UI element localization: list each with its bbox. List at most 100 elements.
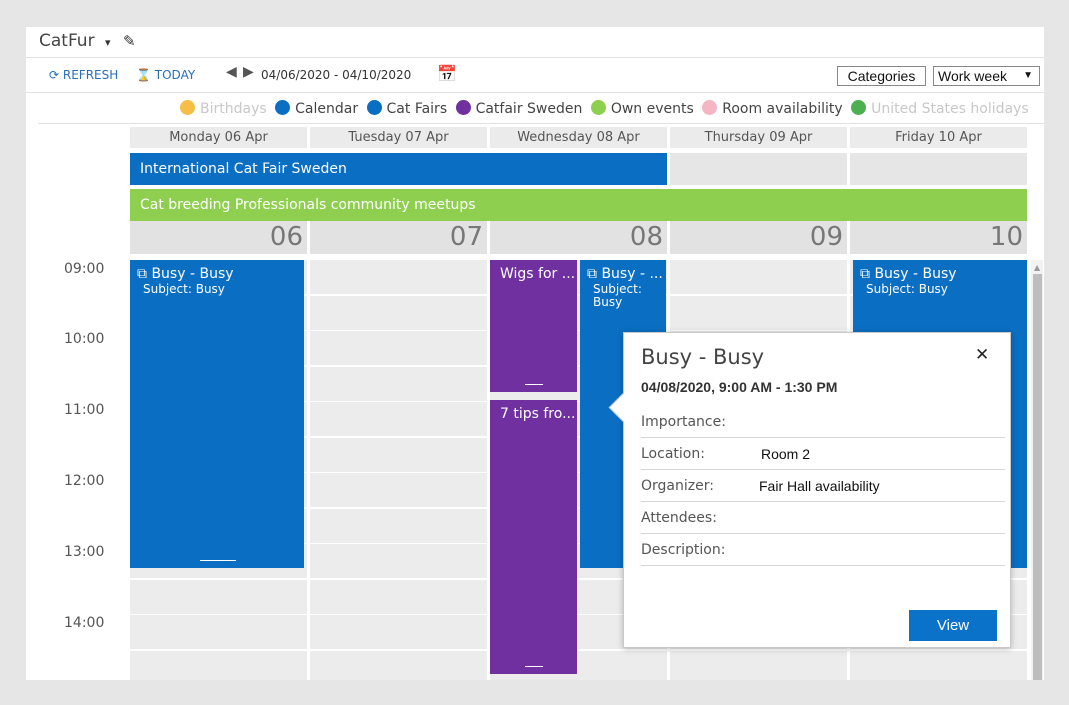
event-busy-monday[interactable]: ⧉ Busy - Busy Subject: Busy bbox=[130, 260, 304, 568]
day-header-tuesday[interactable]: Tuesday 07 Apr bbox=[310, 127, 487, 148]
importance-label: Importance: bbox=[641, 414, 726, 430]
time-slot-cell[interactable] bbox=[130, 615, 307, 649]
time-slot-cell[interactable] bbox=[310, 437, 487, 472]
event-wigs-wednesday[interactable]: Wigs for ... bbox=[490, 260, 577, 392]
refresh-label: REFRESH bbox=[62, 68, 119, 82]
time-slot-cell[interactable] bbox=[670, 295, 847, 330]
calendar-icon[interactable]: 📅 bbox=[437, 64, 457, 83]
day-header-friday[interactable]: Friday 10 Apr bbox=[850, 127, 1027, 148]
event-subject: Subject: Busy bbox=[866, 282, 948, 296]
event-tips-wednesday[interactable]: 7 tips fro... bbox=[490, 400, 577, 674]
event-subject: Subject: Busy bbox=[143, 282, 225, 296]
legend-dot-icon bbox=[366, 100, 382, 115]
location-value: Room 2 bbox=[761, 446, 811, 462]
day-number-monday[interactable]: 06 bbox=[130, 221, 307, 254]
event-details-popup: Busy - Busy ✕ 04/08/2020, 9:00 AM - 1:30… bbox=[608, 332, 1011, 648]
time-slot-cell[interactable] bbox=[670, 260, 847, 294]
day-number-friday[interactable]: 10 bbox=[850, 221, 1027, 254]
next-week-icon[interactable]: ▶ bbox=[243, 64, 254, 80]
popup-time: 04/08/2020, 9:00 AM - 1:30 PM bbox=[641, 379, 838, 395]
all-day-event-cat-breeding[interactable]: Cat breeding Professionals community mee… bbox=[130, 189, 1027, 221]
day-header-thursday[interactable]: Thursday 09 Apr bbox=[670, 127, 847, 148]
prev-week-icon[interactable]: ◀ bbox=[226, 64, 237, 80]
time-slot-cell[interactable] bbox=[310, 544, 487, 578]
resize-handle[interactable] bbox=[525, 384, 543, 388]
date-range: 04/06/2020 - 04/10/2020 bbox=[261, 68, 412, 82]
all-day-cell[interactable] bbox=[670, 153, 847, 185]
view-select[interactable]: Work week ▼ bbox=[933, 66, 1040, 86]
day-header-wednesday[interactable]: Wednesday 08 Apr bbox=[490, 127, 667, 148]
description-label: Description: bbox=[641, 542, 726, 558]
time-label: 13:00 bbox=[64, 544, 105, 560]
scroll-up-icon[interactable]: ▲ bbox=[1034, 263, 1041, 272]
legend-dot-icon bbox=[590, 100, 606, 115]
legend-label: Catfair Sweden bbox=[475, 101, 583, 117]
time-label: 10:00 bbox=[64, 331, 105, 347]
time-slot-cell[interactable] bbox=[670, 650, 847, 680]
legend-item-cat-fairs[interactable]: Cat Fairs bbox=[366, 100, 448, 117]
hourglass-icon: ⌛ bbox=[136, 68, 151, 82]
all-day-event-cat-fair-sweden[interactable]: International Cat Fair Sweden bbox=[130, 153, 667, 185]
recurring-icon: ⧉ bbox=[587, 266, 597, 282]
legend-label: Own events bbox=[610, 101, 694, 117]
time-slot-cell[interactable] bbox=[310, 650, 487, 680]
time-slot-cell[interactable] bbox=[310, 402, 487, 436]
event-title: Busy - Busy bbox=[874, 266, 957, 282]
legend-dot-icon bbox=[702, 100, 718, 115]
attendees-row: Attendees: bbox=[641, 502, 1005, 534]
event-title: Wigs for ... bbox=[500, 266, 576, 282]
time-slot-cell[interactable] bbox=[130, 650, 307, 680]
time-slot-cell[interactable] bbox=[310, 579, 487, 614]
organizer-label: Organizer: bbox=[641, 478, 714, 494]
event-subject: Subject: Busy bbox=[593, 282, 642, 309]
time-slot-cell[interactable] bbox=[850, 650, 1027, 680]
legend-label: Cat Fairs bbox=[386, 101, 448, 117]
calendar-legend: Birthdays Calendar Cat Fairs Catfair Swe… bbox=[180, 100, 1033, 120]
legend-item-calendar[interactable]: Calendar bbox=[275, 100, 358, 117]
refresh-button[interactable]: ⟳ REFRESH bbox=[49, 68, 118, 82]
location-label: Location: bbox=[641, 446, 705, 462]
time-slot-cell[interactable] bbox=[310, 366, 487, 401]
categories-button[interactable]: Categories bbox=[837, 66, 926, 86]
time-slot-cell[interactable] bbox=[310, 508, 487, 543]
time-slot-cell[interactable] bbox=[310, 615, 487, 649]
resize-handle[interactable] bbox=[200, 560, 236, 564]
legend-label: Room availability bbox=[722, 101, 843, 117]
legend-item-catfair-sweden[interactable]: Catfair Sweden bbox=[455, 100, 583, 117]
calendar-panel: CatFur ▾ ✎ ⟳ REFRESH ⌛ TODAY ◀ ▶ 04/06/2… bbox=[26, 27, 1044, 680]
description-row: Description: bbox=[641, 534, 1005, 566]
day-number-thursday[interactable]: 09 bbox=[670, 221, 847, 254]
legend-item-us-holidays[interactable]: United States holidays bbox=[851, 100, 1029, 117]
close-icon[interactable]: ✕ bbox=[975, 345, 990, 365]
event-title: Busy - Busy bbox=[151, 266, 234, 282]
time-slot-cell[interactable] bbox=[310, 260, 487, 294]
time-label: 12:00 bbox=[64, 473, 105, 489]
event-title: Busy - ... bbox=[601, 266, 663, 282]
time-slot-cell[interactable] bbox=[310, 473, 487, 507]
view-select-value: Work week bbox=[938, 68, 1007, 84]
all-day-cell[interactable] bbox=[850, 153, 1027, 185]
day-header-monday[interactable]: Monday 06 Apr bbox=[130, 127, 307, 148]
legend-item-own-events[interactable]: Own events bbox=[590, 100, 694, 117]
time-slot-cell[interactable] bbox=[310, 331, 487, 365]
today-button[interactable]: ⌛ TODAY bbox=[136, 68, 195, 82]
legend-item-room-availability[interactable]: Room availability bbox=[702, 100, 843, 117]
resize-handle[interactable] bbox=[525, 666, 543, 670]
view-button[interactable]: View bbox=[909, 610, 997, 641]
event-title: 7 tips fro... bbox=[500, 406, 576, 422]
time-slot-cell[interactable] bbox=[310, 295, 487, 330]
day-number-tuesday[interactable]: 07 bbox=[310, 221, 487, 254]
vertical-scrollbar[interactable]: ▲ bbox=[1031, 260, 1043, 680]
scrollbar-thumb[interactable] bbox=[1033, 274, 1042, 680]
calendar-title[interactable]: CatFur bbox=[39, 31, 95, 51]
edit-icon[interactable]: ✎ bbox=[123, 32, 136, 50]
legend-label: Calendar bbox=[295, 101, 359, 117]
legend-item-birthdays[interactable]: Birthdays bbox=[180, 100, 267, 117]
time-label: 11:00 bbox=[64, 402, 105, 418]
day-number-wednesday[interactable]: 08 bbox=[490, 221, 667, 254]
caret-down-icon[interactable]: ▾ bbox=[105, 36, 111, 49]
chevron-down-icon: ▼ bbox=[1023, 70, 1033, 81]
time-slot-cell[interactable] bbox=[130, 579, 307, 614]
legend-label: Birthdays bbox=[200, 101, 267, 117]
importance-row: Importance: bbox=[641, 406, 1005, 438]
